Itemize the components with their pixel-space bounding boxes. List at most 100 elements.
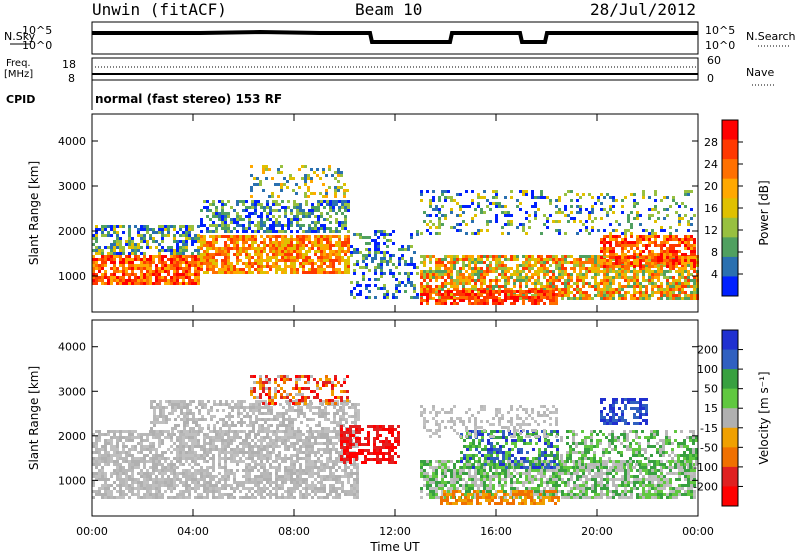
data-cell bbox=[513, 282, 516, 285]
data-cell bbox=[332, 466, 335, 469]
data-cell bbox=[645, 267, 648, 270]
data-cell bbox=[122, 445, 125, 448]
data-cell bbox=[311, 436, 314, 439]
data-cell bbox=[188, 279, 191, 282]
data-cell bbox=[153, 415, 156, 418]
data-cell bbox=[197, 225, 200, 228]
data-cell bbox=[182, 243, 185, 246]
data-cell bbox=[317, 268, 320, 271]
data-cell bbox=[558, 288, 561, 291]
data-cell bbox=[260, 478, 263, 481]
data-cell bbox=[633, 262, 636, 265]
data-cell bbox=[179, 496, 182, 499]
data-cell bbox=[684, 253, 687, 256]
data-cell bbox=[194, 478, 197, 481]
data-cell bbox=[242, 475, 245, 478]
data-cell bbox=[663, 256, 666, 259]
data-cell bbox=[143, 496, 146, 499]
data-cell bbox=[161, 430, 164, 433]
data-cell bbox=[293, 487, 296, 490]
data-cell bbox=[230, 241, 233, 244]
data-cell bbox=[347, 433, 350, 436]
data-cell bbox=[567, 294, 570, 297]
data-cell bbox=[215, 436, 218, 439]
data-cell bbox=[651, 288, 654, 291]
data-cell bbox=[287, 475, 290, 478]
data-cell bbox=[441, 296, 444, 299]
data-cell bbox=[308, 224, 311, 227]
data-cell bbox=[140, 273, 143, 276]
data-cell bbox=[146, 445, 149, 448]
data-cell bbox=[125, 282, 128, 285]
data-cell bbox=[663, 253, 666, 256]
data-cell bbox=[137, 460, 140, 463]
data-cell bbox=[386, 293, 389, 296]
data-cell bbox=[687, 270, 690, 273]
data-cell bbox=[456, 258, 459, 261]
data-cell bbox=[251, 445, 254, 448]
data-cell bbox=[591, 285, 594, 288]
data-cell bbox=[651, 270, 654, 273]
data-cell bbox=[248, 215, 251, 218]
data-cell bbox=[666, 262, 669, 265]
data-cell bbox=[353, 487, 356, 490]
data-cell bbox=[296, 215, 299, 218]
data-cell bbox=[456, 273, 459, 276]
data-cell bbox=[188, 228, 191, 231]
data-cell bbox=[152, 442, 155, 445]
data-cell bbox=[98, 258, 101, 261]
data-cell bbox=[299, 463, 302, 466]
data-cell bbox=[128, 439, 131, 442]
data-cell bbox=[311, 206, 314, 209]
data-cell bbox=[311, 209, 314, 212]
data-cell bbox=[444, 293, 447, 296]
velocity-heatmap-data bbox=[92, 375, 698, 505]
data-cell bbox=[164, 451, 167, 454]
data-cell bbox=[269, 250, 272, 253]
data-cell bbox=[161, 258, 164, 261]
data-cell bbox=[191, 273, 194, 276]
data-cell bbox=[335, 268, 338, 271]
data-cell bbox=[230, 472, 233, 475]
data-cell bbox=[325, 189, 328, 192]
data-cell bbox=[257, 439, 260, 442]
data-cell bbox=[250, 174, 253, 177]
data-cell bbox=[128, 231, 131, 234]
data-cell bbox=[200, 265, 203, 268]
data-cell bbox=[603, 208, 606, 211]
data-cell bbox=[636, 270, 639, 273]
data-cell bbox=[323, 200, 326, 203]
data-cell bbox=[191, 445, 194, 448]
data-cell bbox=[588, 232, 591, 235]
data-cell bbox=[594, 294, 597, 297]
data-cell bbox=[513, 290, 516, 293]
data-cell bbox=[435, 208, 438, 211]
data-cell bbox=[582, 294, 585, 297]
data-cell bbox=[338, 209, 341, 212]
data-cell bbox=[633, 253, 636, 256]
data-cell bbox=[582, 267, 585, 270]
data-cell bbox=[149, 475, 152, 478]
data-cell bbox=[576, 288, 579, 291]
data-cell bbox=[344, 469, 347, 472]
data-cell bbox=[98, 279, 101, 282]
data-cell bbox=[675, 256, 678, 259]
data-cell bbox=[152, 436, 155, 439]
data-cell bbox=[98, 490, 101, 493]
data-cell bbox=[263, 475, 266, 478]
data-cell bbox=[245, 451, 248, 454]
data-cell bbox=[305, 212, 308, 215]
data-cell bbox=[513, 279, 516, 282]
data-cell bbox=[134, 267, 137, 270]
data-cell bbox=[116, 490, 119, 493]
data-cell bbox=[122, 466, 125, 469]
data-cell bbox=[687, 241, 690, 244]
data-cell bbox=[185, 243, 188, 246]
data-cell bbox=[337, 180, 340, 183]
data-cell bbox=[152, 460, 155, 463]
data-cell bbox=[600, 265, 603, 268]
data-cell bbox=[498, 293, 501, 296]
data-cell bbox=[179, 472, 182, 475]
data-cell bbox=[528, 270, 531, 273]
data-cell bbox=[654, 199, 657, 202]
